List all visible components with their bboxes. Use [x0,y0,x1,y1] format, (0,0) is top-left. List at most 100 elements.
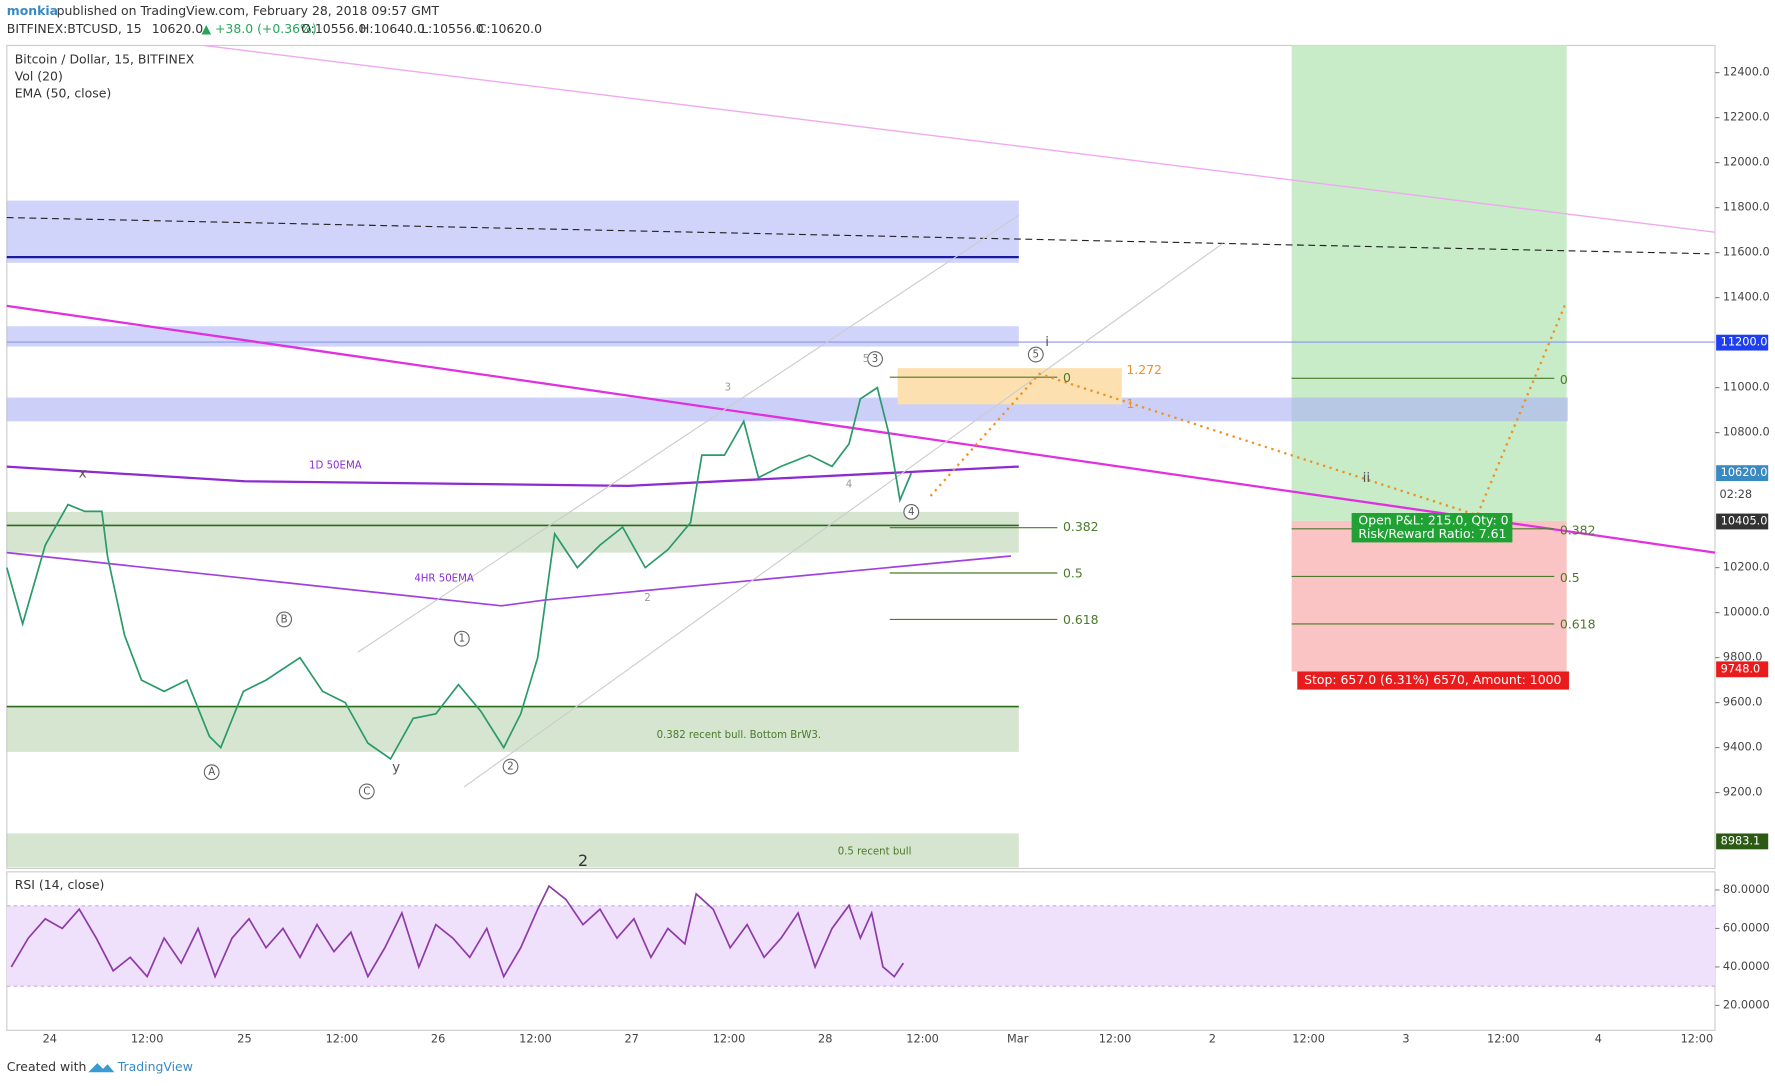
price-tag [1716,465,1769,482]
annotation: 0.382 recent bull. Bottom BrW3. [657,730,822,741]
footer-created: Created with [7,1059,87,1074]
wave-label: 2 [507,762,513,773]
fib-label: 0 [1560,372,1568,387]
price-tick-label: 10800.0 [1723,425,1770,439]
time-tick-label: 12:00 [519,1031,552,1045]
author: monkia [7,3,58,18]
fib-label: 0.382 [1063,519,1099,534]
time-tick-label: 27 [624,1031,638,1045]
wave-circle [358,783,375,800]
wave-label: 3 [872,354,878,365]
fib-label: 0 [1063,370,1071,385]
fib-label: 0.618 [1063,612,1099,627]
resistance-zone [6,200,1019,263]
pnl: Open P&L: 215.0, Qty: 0 [1358,512,1508,527]
rsi-band [6,905,1716,987]
price-line [5,386,913,761]
price-tag-label: 10405.0 [1721,513,1768,527]
price-tick-label: 10000.0 [1723,605,1770,619]
price-tag-label: 9748.0 [1721,661,1761,675]
price-tag [1716,513,1769,530]
price-tick-label: 9200.0 [1723,785,1763,799]
time-tick-label: 12:00 [326,1031,359,1045]
logo [88,1063,115,1073]
time-tick-label: 12:00 [1681,1031,1714,1045]
stop-zone [1291,520,1567,672]
last: 10620.0 [152,21,204,36]
wave-circle [276,611,293,628]
stop: Stop: 657.0 (6.31%) 6570, Amount: 1000 [1304,672,1561,687]
change: ▲ +38.0 (+0.36%) [201,21,316,36]
high: H:10640.0 [360,21,425,36]
trendline [6,304,1716,554]
wave-label: 2 [644,593,650,604]
time-tick-label: 2 [1209,1031,1216,1045]
rsi-tick-label: 80.0000 [1723,882,1770,896]
time-tick-label: 12:00 [1099,1031,1132,1045]
rsi-tick-label: 20.0000 [1723,997,1770,1011]
fib-label: 0.382 [1560,523,1596,538]
price-tag-label: 10620.0 [1721,465,1768,479]
ema-4h [6,551,1011,607]
wave-label: 1 [459,634,465,645]
price-tick-label: 10200.0 [1723,560,1770,574]
wave-label: ii [1363,470,1371,486]
annotation: 4HR 50EMA [414,574,474,585]
legend-volume: Vol (20) [15,69,63,84]
rsi-line [10,884,905,979]
wave-circle [502,758,519,775]
footer-brand: TradingView [117,1059,193,1074]
support-zone [6,511,1019,553]
price-tick-label: 9400.0 [1723,740,1763,754]
open: O:10556.0 [301,21,366,36]
time-tick-label: 12:00 [906,1031,939,1045]
wave-label: 5 [863,354,869,365]
fib-label: 1 [1126,396,1134,411]
channel-line [357,214,1020,653]
annotation: 0.5 recent bull [838,846,912,857]
resistance-zone [6,397,1568,422]
projection-path [929,303,1567,517]
countdown: 02:28 [1720,487,1753,501]
pnl-box [1351,513,1513,543]
ema-1d [6,465,1019,487]
target-zone [897,368,1122,405]
trendline [6,216,1710,255]
time-tick-label: 28 [818,1031,832,1045]
rsi-tick-label: 40.0000 [1723,959,1770,973]
wave-circle [453,630,470,647]
risk-reward: Risk/Reward Ratio: 7.61 [1358,526,1506,541]
legend-ema: EMA (50, close) [15,86,112,101]
close: C:10620.0 [478,21,542,36]
time-tick-label: 26 [431,1031,445,1045]
wave-label: B [281,614,288,625]
channel-line [463,243,1223,788]
trendline [203,44,1716,233]
stop-box [1297,671,1569,690]
legend-rsi: RSI (14, close) [15,877,105,892]
fib-label: 0.5 [1560,570,1580,585]
price-tick-label: 9600.0 [1723,695,1763,709]
wave-label: 3 [725,382,731,393]
rsi-tick-label: 60.0000 [1723,920,1770,934]
resistance-zone [6,326,1019,347]
wave-label: C [363,786,370,797]
price-tick-label: 11400.0 [1723,290,1770,304]
wave-label: 4 [908,507,914,518]
published: published on TradingView.com, February 2… [57,3,440,18]
price-tag [1716,334,1769,351]
fib-label: 0.618 [1560,617,1596,632]
low: L:10556.0 [421,21,484,36]
time-tick-label: 25 [237,1031,251,1045]
time-tick-label: 12:00 [1487,1031,1520,1045]
wave-circle [903,503,920,520]
price-tick-label: 12000.0 [1723,155,1770,169]
wave-label: A [208,767,215,778]
price-tag-label: 11200.0 [1721,335,1768,349]
price-tick-label: 9800.0 [1723,650,1763,664]
price-tag [1716,833,1769,850]
wave-label: y [392,760,400,776]
support-zone [6,833,1019,868]
fib-label: 1.272 [1126,362,1162,377]
